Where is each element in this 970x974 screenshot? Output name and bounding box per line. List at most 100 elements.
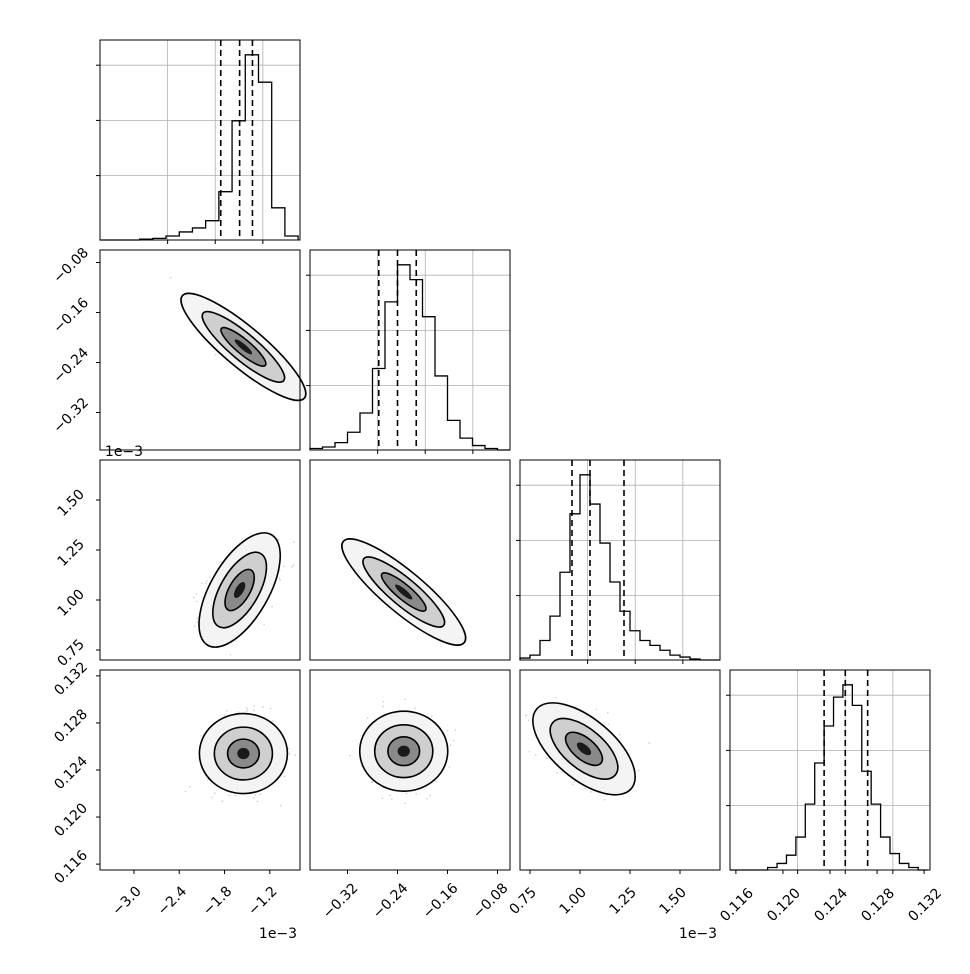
p11-histogram-line: [309, 264, 510, 451]
scatter-point: [561, 771, 564, 774]
scatter-point: [225, 710, 228, 712]
scatter-point: [404, 698, 407, 701]
scatter-point: [220, 560, 222, 563]
p10-contour-3: [234, 339, 253, 355]
scatter-point: [272, 720, 274, 722]
scatter-point: [589, 791, 592, 793]
scatter-point: [388, 794, 391, 797]
scatter-point: [607, 723, 610, 726]
scatter-point: [434, 780, 437, 783]
scatter-point: [279, 578, 281, 581]
scatter-point: [606, 711, 609, 714]
offset-label-x1-y: 1e−3: [105, 444, 143, 460]
scatter-point: [426, 797, 428, 800]
p30-ytick-label-3: 0.120: [51, 800, 91, 840]
p30-ytick-label-2: 0.124: [51, 753, 91, 793]
scatter-point: [554, 696, 557, 699]
p00-frame: [99, 39, 301, 241]
scatter-point: [637, 769, 640, 772]
p20-ytick-label-0: 1.50: [54, 486, 87, 519]
scatter-point: [288, 752, 291, 755]
scatter-point: [253, 796, 255, 799]
scatter-point: [527, 719, 530, 722]
scatter-point: [534, 754, 537, 756]
scatter-point: [452, 739, 455, 742]
scatter-point: [200, 734, 203, 737]
p31-contour-3: [397, 745, 410, 757]
scatter-point: [245, 710, 248, 713]
scatter-point: [259, 793, 262, 796]
scatter-point: [245, 707, 248, 710]
scatter-point: [415, 792, 418, 795]
scatter-point: [429, 794, 431, 797]
scatter-point: [371, 781, 374, 784]
p30-xtick-label-3: −1.2: [245, 883, 280, 918]
scatter-point: [223, 714, 226, 717]
scatter-point: [213, 792, 216, 794]
scatter-point: [366, 716, 369, 719]
scatter-point: [448, 766, 451, 768]
scatter-point: [595, 708, 598, 711]
p30-contour-3: [237, 747, 250, 760]
p30-xtick-label-2: −1.8: [200, 883, 235, 918]
scatter-point: [282, 565, 285, 568]
scatter-point: [208, 576, 211, 579]
scatter-point: [446, 729, 449, 732]
scatter-point: [196, 621, 199, 624]
p00-histogram-line: [100, 54, 299, 241]
scatter-point: [246, 709, 249, 712]
scatter-point: [262, 706, 264, 708]
scatter-point: [169, 276, 172, 279]
scatter-point: [227, 794, 230, 797]
scatter-point: [292, 541, 295, 544]
scatter-point: [648, 742, 651, 745]
scatter-point: [254, 794, 257, 797]
scatter-point: [279, 804, 282, 807]
scatter-point: [382, 700, 385, 703]
p31-xtick-label-3: −0.08: [470, 880, 512, 922]
scatter-point: [277, 538, 280, 541]
p30-ytick-label-0: 0.132: [51, 659, 91, 699]
scatter-point: [200, 582, 203, 584]
p30-xtick-label-0: −3.0: [109, 883, 144, 918]
p32-xtick-label-0: 0.75: [506, 884, 539, 917]
p20-frame: [99, 459, 301, 661]
p21-frame: [309, 459, 511, 661]
scatter-point: [193, 625, 196, 628]
p32-contour-3: [576, 742, 592, 756]
p31-frame: [309, 669, 511, 871]
offset-label-x0-x: 1e−3: [259, 926, 297, 942]
scatter-point: [271, 605, 274, 608]
scatter-point: [291, 565, 293, 568]
scatter-point: [196, 600, 198, 603]
p22-frame: [519, 459, 721, 661]
scatter-point: [196, 617, 199, 620]
p10-ytick-label-2: −0.24: [50, 345, 92, 387]
scatter-point: [382, 705, 384, 708]
scatter-point: [381, 797, 384, 800]
scatter-point: [253, 704, 256, 707]
scatter-point: [237, 711, 240, 713]
scatter-point: [184, 790, 187, 793]
scatter-point: [263, 623, 266, 626]
scatter-point: [189, 785, 191, 788]
p30-ytick-label-1: 0.128: [51, 706, 91, 746]
p30-xtick-label-1: −2.4: [155, 883, 190, 918]
p21-contour-3: [395, 584, 413, 600]
scatter-point: [206, 779, 209, 781]
scatter-point: [430, 715, 433, 718]
scatter-point: [584, 787, 587, 790]
p31-xtick-label-0: −0.32: [320, 880, 362, 922]
scatter-point: [269, 707, 272, 710]
offset-label-x2-x: 1e−3: [679, 926, 717, 942]
scatter-point: [405, 792, 408, 795]
p11-frame: [309, 249, 511, 451]
p20-ytick-label-2: 1.00: [54, 586, 87, 619]
scatter-point: [256, 800, 259, 803]
scatter-point: [229, 653, 232, 656]
p32-xtick-label-2: 1.25: [606, 884, 639, 917]
scatter-point: [204, 582, 207, 585]
scatter-point: [391, 797, 393, 800]
